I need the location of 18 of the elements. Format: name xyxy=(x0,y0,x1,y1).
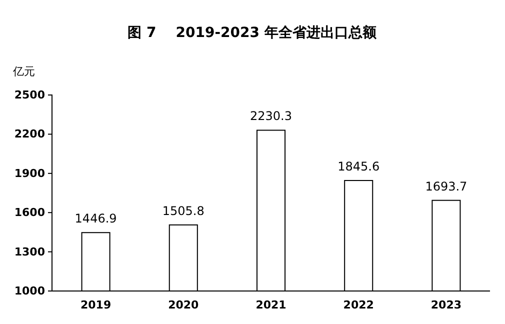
data-label: 1693.7 xyxy=(425,179,468,194)
y-axis-title: 亿元 xyxy=(12,65,35,78)
y-tick-label: 1900 xyxy=(14,166,46,180)
y-tick-label: 2200 xyxy=(14,128,46,141)
data-label: 1845.6 xyxy=(338,160,380,174)
y-tick-label: 2500 xyxy=(14,88,46,102)
x-tick-label: 2020 xyxy=(168,298,200,312)
x-tick-label: 2023 xyxy=(430,298,462,312)
data-label: 1446.9 xyxy=(74,212,117,226)
data-label: 1505.8 xyxy=(162,204,204,218)
x-tick-label: 2021 xyxy=(256,298,286,312)
x-tick-label: 2022 xyxy=(343,298,374,312)
chart-title: 图 7 2019-2023 年全省进出口总额 xyxy=(128,24,378,41)
y-tick-label: 1600 xyxy=(14,206,46,220)
y-tick-label: 1000 xyxy=(14,284,46,298)
data-label: 2230.3 xyxy=(250,109,292,124)
y-tick-label: 1300 xyxy=(14,245,46,258)
x-tick-label: 2019 xyxy=(80,298,112,312)
